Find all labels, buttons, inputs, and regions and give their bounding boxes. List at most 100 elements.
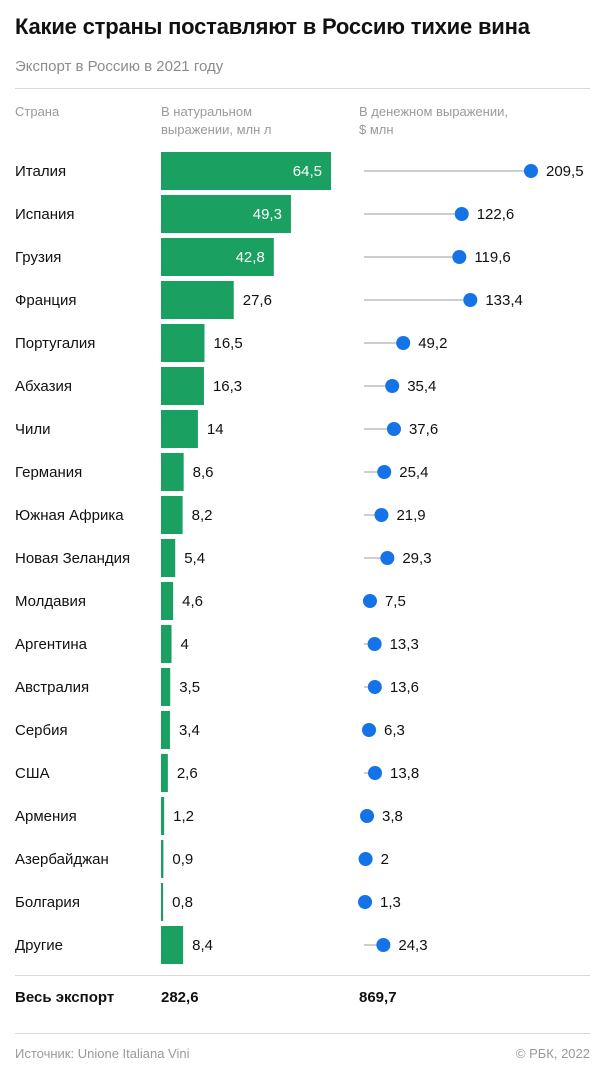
money-dot bbox=[362, 723, 377, 737]
volume-value-label: 16,5 bbox=[213, 335, 242, 352]
money-dot bbox=[376, 938, 391, 952]
column-header-country: Страна bbox=[15, 104, 60, 119]
column-header-money-line2: $ млн bbox=[359, 122, 394, 137]
money-dot bbox=[377, 465, 392, 479]
volume-value-label: 1,2 bbox=[173, 808, 194, 825]
volume-bar bbox=[161, 926, 184, 964]
money-dot bbox=[463, 293, 478, 307]
money-value-label: 2 bbox=[381, 851, 389, 868]
country-label: Молдавия bbox=[15, 593, 86, 610]
country-label: Болгария bbox=[15, 894, 80, 911]
volume-bar bbox=[161, 539, 176, 577]
totals-money: 869,7 bbox=[359, 989, 397, 1006]
volume-bar bbox=[161, 582, 174, 620]
money-value-label: 29,3 bbox=[402, 550, 431, 567]
money-value-label: 24,3 bbox=[398, 937, 427, 954]
money-dot bbox=[454, 207, 469, 221]
money-value-label: 1,3 bbox=[380, 894, 401, 911]
column-header-volume: В натуральном выражении, млн л bbox=[161, 103, 271, 139]
volume-bar bbox=[161, 152, 331, 190]
money-dot bbox=[374, 508, 389, 522]
volume-bar bbox=[161, 238, 274, 276]
volume-bar bbox=[161, 281, 234, 319]
volume-value-label: 27,6 bbox=[243, 292, 272, 309]
money-dot bbox=[452, 250, 467, 264]
money-value-label: 122,6 bbox=[477, 206, 515, 223]
column-header-volume-line1: В натуральном bbox=[161, 104, 253, 119]
volume-value-label: 8,6 bbox=[193, 464, 214, 481]
country-label: Аргентина bbox=[15, 636, 88, 653]
totals-label: Весь экспорт bbox=[15, 989, 115, 1006]
money-dot bbox=[396, 336, 411, 350]
country-label: Франция bbox=[15, 292, 76, 309]
footer-copyright: © РБК, 2022 bbox=[515, 1046, 590, 1061]
money-value-label: 13,8 bbox=[390, 765, 419, 782]
money-value-label: 133,4 bbox=[485, 292, 523, 309]
country-label: США bbox=[15, 765, 50, 782]
country-label: Испания bbox=[15, 206, 75, 223]
volume-value-label: 16,3 bbox=[213, 378, 242, 395]
money-dot bbox=[367, 680, 382, 694]
country-label: Сербия bbox=[15, 722, 68, 739]
country-label: Португалия bbox=[15, 335, 95, 352]
money-value-label: 49,2 bbox=[418, 335, 447, 352]
volume-bar bbox=[161, 195, 291, 233]
country-label: Чили bbox=[15, 421, 51, 438]
footer-divider bbox=[15, 1033, 590, 1034]
volume-bar bbox=[161, 840, 164, 878]
money-dot bbox=[358, 852, 373, 866]
money-dot bbox=[367, 637, 382, 651]
volume-value-label: 42,8 bbox=[236, 249, 265, 266]
volume-value-label: 4,6 bbox=[182, 593, 203, 610]
volume-bar bbox=[161, 883, 164, 921]
money-dot bbox=[368, 766, 383, 780]
country-label: Другие bbox=[15, 937, 63, 954]
money-value-label: 35,4 bbox=[407, 378, 436, 395]
country-label: Абхазия bbox=[15, 378, 72, 395]
volume-bar bbox=[161, 754, 168, 792]
money-value-label: 13,6 bbox=[390, 679, 419, 696]
volume-bar bbox=[161, 625, 172, 663]
money-value-label: 13,3 bbox=[390, 636, 419, 653]
totals-volume: 282,6 bbox=[161, 989, 199, 1006]
chart-title: Какие страны поставляют в Россию тихие в… bbox=[15, 14, 530, 39]
country-label: Австралия bbox=[15, 679, 89, 696]
country-label: Армения bbox=[15, 808, 77, 825]
money-dot bbox=[362, 594, 377, 608]
money-dot bbox=[386, 422, 401, 436]
column-header-volume-line2: выражении, млн л bbox=[161, 122, 272, 137]
volume-bar bbox=[161, 367, 204, 405]
money-value-label: 21,9 bbox=[396, 507, 425, 524]
volume-bar bbox=[161, 797, 165, 835]
volume-bar bbox=[161, 324, 205, 362]
volume-value-label: 2,6 bbox=[177, 765, 198, 782]
volume-bar bbox=[161, 453, 184, 491]
volume-bar bbox=[161, 668, 171, 706]
totals-divider bbox=[15, 975, 590, 976]
country-label: Грузия bbox=[15, 249, 61, 266]
money-dot bbox=[380, 551, 395, 565]
volume-value-label: 14 bbox=[207, 421, 224, 438]
volume-value-label: 49,3 bbox=[253, 206, 282, 223]
country-label: Азербайджан bbox=[15, 851, 109, 868]
column-header-money: В денежном выражении, $ млн bbox=[359, 103, 508, 139]
footer-source: Источник: Unione Italiana Vini bbox=[15, 1046, 190, 1061]
volume-value-label: 5,4 bbox=[184, 550, 205, 567]
money-dot bbox=[358, 895, 373, 909]
country-label: Италия bbox=[15, 163, 66, 180]
money-value-label: 25,4 bbox=[399, 464, 428, 481]
money-dot bbox=[524, 164, 538, 178]
column-header-money-line1: В денежном выражении, bbox=[359, 104, 508, 119]
money-value-label: 7,5 bbox=[385, 593, 406, 610]
volume-value-label: 8,2 bbox=[192, 507, 213, 524]
money-value-label: 3,8 bbox=[382, 808, 403, 825]
volume-bar bbox=[161, 711, 170, 749]
volume-value-label: 0,8 bbox=[172, 894, 193, 911]
volume-value-label: 3,4 bbox=[179, 722, 200, 739]
money-value-label: 209,5 bbox=[546, 163, 584, 180]
volume-bar bbox=[161, 410, 198, 448]
header-divider bbox=[15, 88, 590, 89]
volume-value-label: 64,5 bbox=[293, 163, 322, 180]
volume-value-label: 4 bbox=[181, 636, 189, 653]
volume-bar bbox=[161, 496, 183, 534]
